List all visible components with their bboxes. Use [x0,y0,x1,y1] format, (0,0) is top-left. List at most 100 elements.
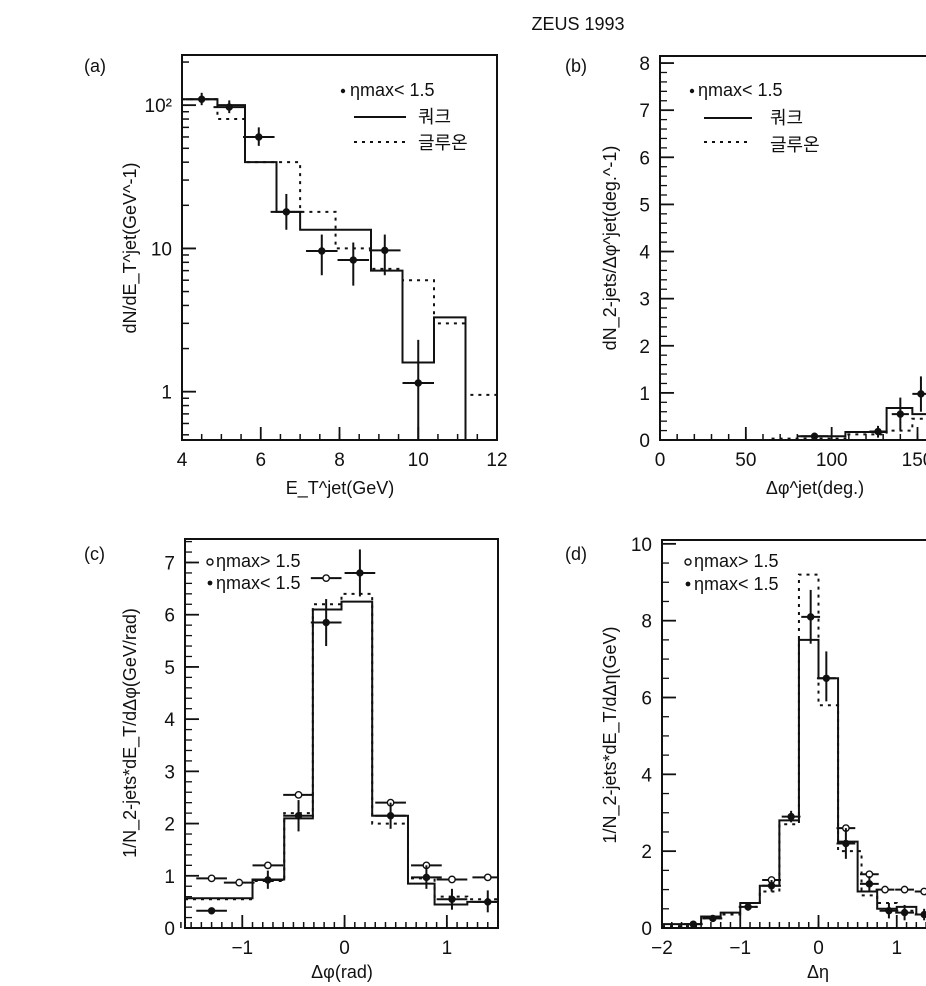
y-tick-label: 1 [639,384,650,405]
data-point-eta-lt [369,234,401,276]
x-tick-label: 100 [816,450,848,471]
marker-filled [885,907,893,915]
legend-a: ηmax< 1.5 쿼크 글루온 [340,80,468,153]
data-point-eta-lt [836,828,856,859]
legend-gluon-a: 글루온 [418,133,468,153]
x-tick-label: 1 [891,938,902,959]
y-axis-label-b: dN_2-jets/Δφ^jet(deg.^-1) [600,146,621,351]
legend-quark-b: 쿼크 [770,108,803,128]
legend-lt-a: ηmax< 1.5 [350,80,435,100]
x-tick-label: −1 [729,938,751,959]
data-point-eta-lt [337,242,370,286]
marker-filled [386,812,395,820]
marker-open [322,574,331,583]
y-tick-label: 0 [641,919,652,940]
x-tick-label: 6 [255,450,266,471]
data-point-eta-lt [912,376,926,412]
marker-filled [225,103,233,111]
legend-marker-filled [689,88,695,94]
marker-open [881,885,889,894]
y-tick-label: 2 [641,842,652,863]
data-point-eta-lt [800,432,829,440]
y-tick-label: 7 [639,101,650,122]
legend-gluon-b: 글루온 [770,135,820,155]
data-point-eta-lt [252,870,284,889]
legend-b: ηmax< 1.5 쿼크 글루온 [689,80,820,155]
marker-filled [896,410,905,418]
x-axis-label-d: Δη [807,962,829,982]
legend-marker-open [684,558,692,566]
data-point-eta-gt [472,873,498,882]
panel-label-b: (b) [565,56,587,76]
marker-filled [900,908,909,917]
y-tick-label: 3 [639,290,650,311]
data-point-eta-lt [738,903,758,911]
data-point-eta-lt [703,914,723,923]
y-tick-label: 3 [164,762,175,783]
y-tick-label: 5 [164,658,175,679]
data-point-eta-lt [914,908,926,921]
marker-filled [318,247,326,255]
data-point-eta-lt [436,888,468,910]
x-tick-label: 50 [735,450,756,471]
marker-filled [865,880,874,888]
marker-filled [381,246,389,255]
legend-lt-b: ηmax< 1.5 [698,80,783,100]
data-point-eta-gt [859,870,879,879]
y-tick-label: 10² [145,96,172,117]
y-tick-label: 0 [639,431,650,452]
x-axis-label-c: Δφ(rad) [311,962,373,982]
data-point-eta-lt [869,425,887,438]
data-point-eta-lt [891,397,909,431]
data-point-eta-gt [895,885,914,894]
y-tick-label: 6 [641,689,652,710]
marker-filled [197,95,206,103]
marker-filled [917,390,925,398]
histogram-quark [182,98,467,440]
data-point-eta-lt [472,890,498,913]
figure-title: ZEUS 1993 [531,14,624,34]
data-point-eta-lt [243,127,275,146]
marker-filled [787,812,795,821]
legend-gt-c: ηmax> 1.5 [216,551,301,571]
marker-open [900,885,909,894]
data-point-eta-gt [223,878,255,887]
data-point-eta-lt [411,865,442,889]
panel-a: 4 6 8 10 12 1 10 10² [145,54,508,471]
data-point-eta-gt [914,887,926,896]
y-tick-label: 10 [151,239,172,260]
data-point-eta-lt [196,907,227,915]
data-point-eta-lt [310,599,342,647]
data-point-eta-lt [344,549,376,597]
data-point-eta-gt [310,574,342,583]
plot-frame [661,539,926,929]
marker-filled [414,379,422,387]
y-tick-label: 4 [639,243,650,264]
legend-marker-filled [207,580,213,586]
marker-filled [207,907,216,915]
marker-filled [294,812,303,820]
data-point-eta-gt [436,875,468,884]
histogram-quark [662,638,926,926]
marker-filled [920,910,926,919]
legend-gt-d: ηmax> 1.5 [694,551,779,571]
marker-filled [689,920,697,928]
marker-open [263,861,272,870]
marker-filled [484,898,492,906]
data-point-eta-lt [402,339,434,440]
y-tick-label: 2 [639,337,650,358]
marker-filled [874,427,882,436]
data-point-eta-lt [879,903,899,919]
histogram-gluon [771,417,926,440]
legend-marker-open [206,558,214,566]
marker-filled [822,674,831,682]
data-point-eta-lt [213,100,245,114]
data-point-eta-lt [895,904,914,921]
panel-b: 0 50 100 150 0 1 2 3 4 5 6 7 8 [639,54,926,471]
marker-filled [264,876,272,884]
panel-label-c: (c) [84,544,105,564]
data-point-eta-lt [375,802,406,829]
data-point-eta-lt [781,810,801,823]
x-tick-label: 8 [334,450,345,471]
panel-label-a: (a) [84,56,106,76]
